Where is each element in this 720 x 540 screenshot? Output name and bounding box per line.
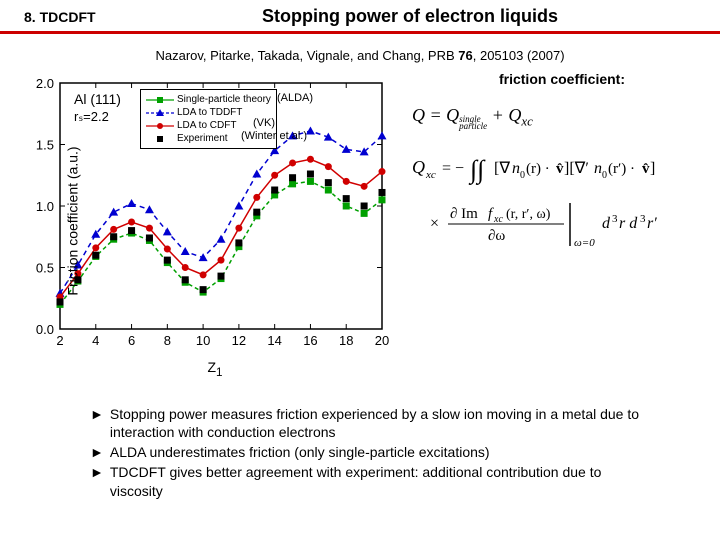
- svg-text:8: 8: [164, 333, 171, 348]
- svg-text:12: 12: [232, 333, 246, 348]
- svg-text:(r, r′, ω): (r, r′, ω): [506, 207, 551, 222]
- bullet-item: ►Stopping power measures friction experi…: [90, 405, 650, 441]
- svg-text:16: 16: [303, 333, 317, 348]
- svg-text:0.5: 0.5: [36, 261, 54, 276]
- x-axis-label: Z1: [28, 359, 402, 379]
- bullet-item: ► ALDA underestimates friction (only sing…: [90, 443, 650, 461]
- equation-1: Q = Qsingleparticle + Qxc: [412, 105, 712, 130]
- slide-title: Stopping power of electron liquids: [124, 6, 696, 27]
- svg-text:∂ Im: ∂ Im: [450, 206, 478, 222]
- equation-2: Q xc = − ∫∫ [∇ n 0 (r) · v̂ ][∇′ n 0 (r′…: [412, 148, 712, 273]
- eq1-lhs: Q: [412, 105, 425, 125]
- citation-authors: Nazarov, Pitarke, Takada, Vignale, and C…: [155, 48, 458, 63]
- legend-row: Single-particle theory: [146, 93, 271, 106]
- svg-text:×: ×: [430, 215, 439, 232]
- legend-label: Experiment: [177, 132, 228, 145]
- svg-text:= −: = −: [442, 160, 464, 177]
- svg-text:∂ω: ∂ω: [488, 228, 505, 244]
- eq1-plus: +: [492, 105, 509, 125]
- svg-text:6: 6: [128, 333, 135, 348]
- slide-header: 8. TDCDFT Stopping power of electron liq…: [0, 0, 720, 34]
- svg-text:3: 3: [612, 213, 618, 225]
- x-axis-label-sub: 1: [216, 366, 222, 379]
- content-row: Friction coefficient (a.u.) 246810121416…: [0, 71, 720, 379]
- chart-column: Friction coefficient (a.u.) 2 4 6 8 10 12 14 16…: [2, 71, 402, 379]
- friction-coefficient-label: friction coefficient:: [412, 71, 712, 87]
- legend-ann-1: (ALDA): [277, 92, 313, 104]
- bullet-text: TDCDFT gives better agreement with exper…: [110, 463, 650, 499]
- svg-text:(r) ·: (r) ·: [526, 161, 550, 177]
- legend-label: Single-particle theory: [177, 93, 271, 106]
- svg-text:]: ]: [650, 160, 655, 177]
- svg-text:d: d: [602, 215, 611, 232]
- legend-marker: [146, 134, 174, 144]
- bullet-arrow-icon: ►: [90, 443, 104, 461]
- svg-text:n: n: [512, 160, 520, 177]
- svg-text:v̂: v̂: [556, 161, 564, 177]
- svg-text:n: n: [594, 160, 602, 177]
- svg-text:(r′) ·: (r′) ·: [608, 161, 635, 177]
- bullet-arrow-icon: ►: [90, 405, 104, 441]
- legend-ann-4: (Winter et al.): [241, 130, 307, 142]
- legend-marker: [146, 108, 174, 118]
- svg-text:0.0: 0.0: [36, 322, 54, 337]
- legend-label: LDA to CDFT: [177, 119, 236, 132]
- svg-text:][∇′: ][∇′: [564, 160, 589, 177]
- legend-marker: [146, 95, 174, 105]
- svg-text:[∇: [∇: [494, 160, 510, 177]
- chart-wrap: Friction coefficient (a.u.) 2 4 6 8 10 12 14 16…: [2, 71, 397, 361]
- svg-text:r d: r d: [619, 215, 638, 232]
- legend-marker: [146, 121, 174, 131]
- svg-text:10: 10: [196, 333, 210, 348]
- svg-text:3: 3: [640, 213, 646, 225]
- svg-text:1.5: 1.5: [36, 138, 54, 153]
- eq1-r1: Q: [446, 105, 459, 125]
- svg-text:2.0: 2.0: [36, 76, 54, 91]
- inset-label-2: rₛ=2.2: [74, 109, 109, 125]
- inset-label-1: Al (111): [74, 91, 121, 107]
- bullet-text: ALDA underestimates friction (only singl…: [110, 443, 490, 461]
- eq1-eq: =: [430, 105, 447, 125]
- eq1-r1-sub: singleparticle: [459, 114, 487, 131]
- citation: Nazarov, Pitarke, Takada, Vignale, and C…: [0, 48, 720, 63]
- svg-text:v̂: v̂: [642, 161, 650, 177]
- svg-text:20: 20: [375, 333, 389, 348]
- svg-text:18: 18: [339, 333, 353, 348]
- y-axis-label: Friction coefficient (a.u.): [65, 146, 81, 295]
- svg-text:xc: xc: [425, 169, 436, 181]
- bullet-item: ►TDCDFT gives better agreement with expe…: [90, 463, 650, 499]
- equations-column: friction coefficient: Q = Qsingleparticl…: [402, 71, 712, 379]
- x-axis-label-text: Z: [207, 359, 216, 375]
- svg-text:∫∫: ∫∫: [468, 155, 486, 185]
- citation-rest: , 205103 (2007): [473, 48, 565, 63]
- eq1-r2-sub: xc: [521, 114, 533, 129]
- svg-text:2: 2: [56, 333, 63, 348]
- bullet-list: ►Stopping power measures friction experi…: [90, 405, 650, 500]
- svg-text:xc: xc: [493, 214, 503, 225]
- svg-text:4: 4: [92, 333, 99, 348]
- svg-text:r′: r′: [647, 215, 657, 232]
- legend-label: LDA to TDDFT: [177, 106, 242, 119]
- svg-text:1.0: 1.0: [36, 199, 54, 214]
- citation-volume: 76: [458, 48, 472, 63]
- bullet-text: Stopping power measures friction experie…: [110, 405, 650, 441]
- svg-text:0: 0: [520, 170, 525, 181]
- legend-ann-3: (VK): [253, 117, 275, 129]
- eq1-r2: Q: [508, 105, 521, 125]
- bullet-arrow-icon: ►: [90, 463, 104, 499]
- svg-text:14: 14: [267, 333, 281, 348]
- svg-text:0: 0: [602, 170, 607, 181]
- svg-text:Q: Q: [412, 157, 425, 177]
- svg-text:ω=0: ω=0: [574, 237, 595, 249]
